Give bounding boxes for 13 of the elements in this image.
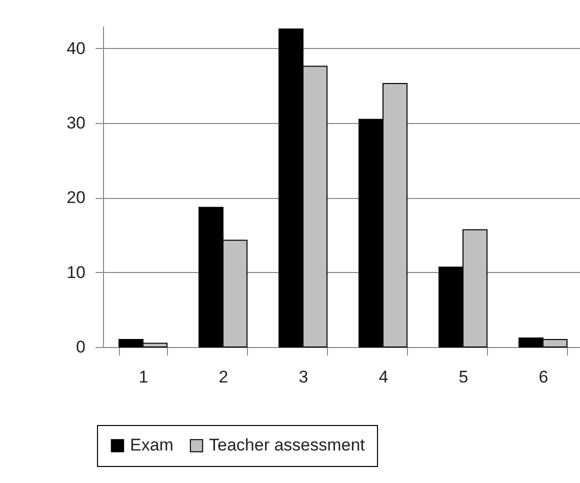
x-tick-label: 6 bbox=[538, 368, 548, 386]
y-tick-label: 40 bbox=[66, 38, 86, 58]
y-tick-label: 0 bbox=[76, 338, 86, 356]
x-tick-label: 5 bbox=[458, 368, 468, 386]
x-tick-label: 1 bbox=[138, 368, 148, 386]
x-tick-label: 4 bbox=[378, 368, 388, 386]
x-tick-label: 2 bbox=[218, 368, 228, 386]
y-tick-label: 30 bbox=[66, 114, 86, 133]
legend-label: Exam bbox=[130, 436, 174, 455]
y-tick-label: 10 bbox=[66, 262, 86, 282]
x-tick-label: 3 bbox=[298, 368, 308, 386]
y-tick-label: 20 bbox=[66, 188, 86, 208]
legend-label: Teacher assessment bbox=[209, 436, 366, 455]
